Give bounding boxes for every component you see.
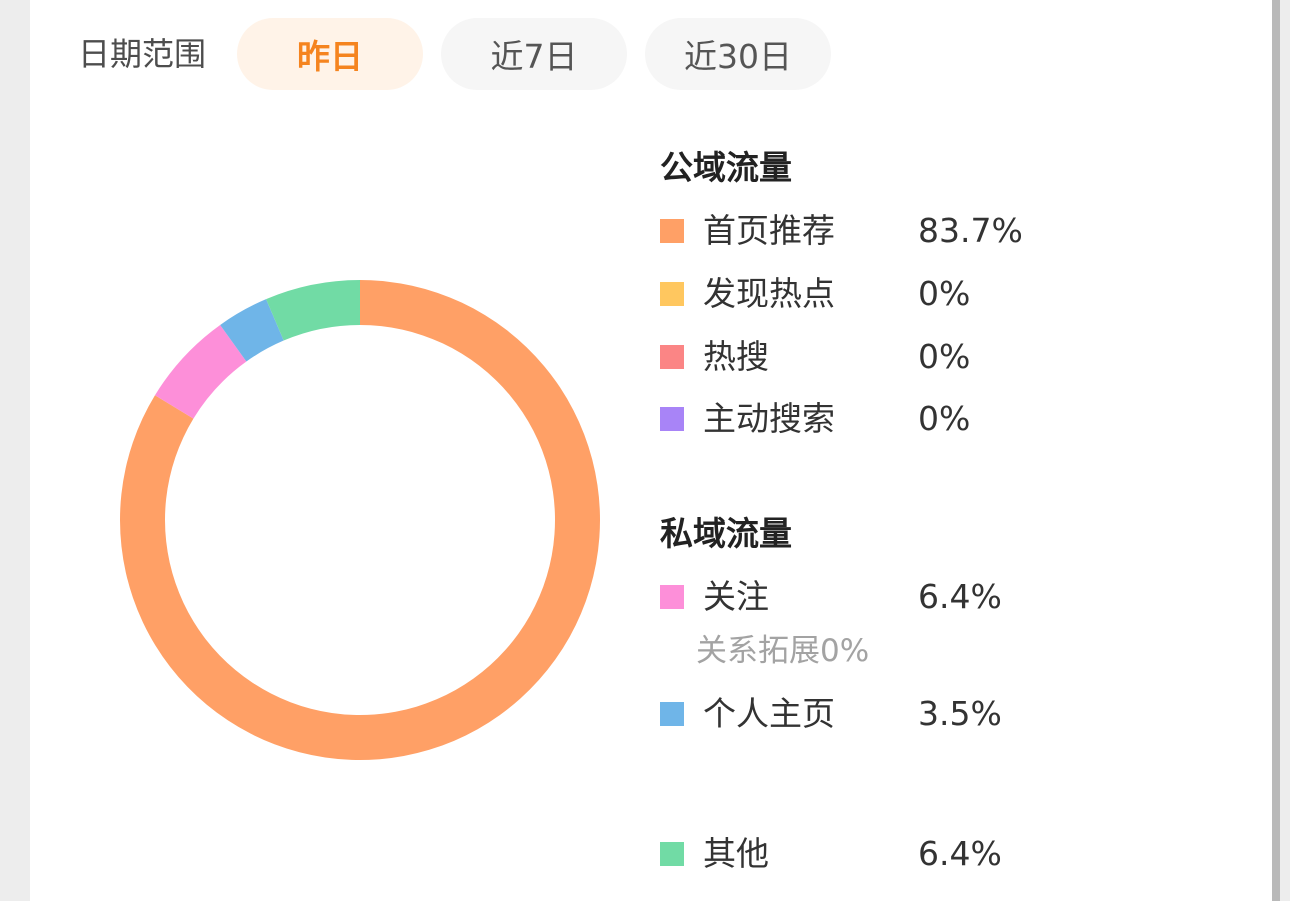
legend-label: 主动搜索 [703, 399, 835, 438]
traffic-source-card [30, 0, 1272, 901]
tab-last-30-days[interactable]: 近30日 [645, 18, 831, 90]
legend-value: 0% [918, 274, 971, 313]
legend-swatch [660, 842, 684, 866]
legend-swatch [660, 585, 684, 609]
legend-swatch [660, 345, 684, 369]
legend-swatch [660, 219, 684, 243]
legend-label: 热搜 [703, 337, 769, 376]
donut-slice-5 [220, 299, 284, 362]
private-traffic-title: 私域流量 [660, 514, 792, 553]
legend-item-personal-homepage: 个人主页 3.5% [660, 692, 1220, 736]
relationship-expansion-note: 关系拓展0% [696, 633, 870, 669]
legend-value: 3.5% [918, 694, 1002, 733]
legend-item-other: 其他 6.4% [660, 832, 1220, 876]
legend-label: 关注 [703, 577, 769, 616]
legend-swatch [660, 407, 684, 431]
legend-label: 其他 [703, 834, 769, 873]
public-traffic-title: 公域流量 [660, 148, 792, 187]
legend-item-follow: 关注 6.4% [660, 575, 1220, 619]
legend-value: 0% [918, 399, 971, 438]
legend-label: 首页推荐 [703, 211, 835, 250]
legend-value: 6.4% [918, 577, 1002, 616]
tab-yesterday[interactable]: 昨日 [237, 18, 423, 90]
legend-item-discover-hot: 发现热点 0% [660, 272, 1220, 316]
legend-item-hot-search: 热搜 0% [660, 335, 1220, 379]
legend-value: 6.4% [918, 834, 1002, 873]
traffic-donut-chart [119, 280, 600, 760]
legend-swatch [660, 282, 684, 306]
donut-slice-6 [266, 280, 360, 341]
legend-label: 个人主页 [703, 694, 835, 733]
tab-last-7-days[interactable]: 近7日 [441, 18, 627, 90]
donut-slice-4 [154, 324, 247, 419]
legend-label: 发现热点 [703, 274, 835, 313]
legend-value: 0% [918, 337, 971, 376]
legend-item-active-search: 主动搜索 0% [660, 397, 1220, 441]
legend-item-homepage-recommend: 首页推荐 83.7% [660, 209, 1220, 253]
legend-swatch [660, 702, 684, 726]
legend-value: 83.7% [918, 211, 1023, 250]
scrollbar[interactable] [1272, 0, 1280, 901]
date-range-label: 日期范围 [78, 35, 207, 73]
